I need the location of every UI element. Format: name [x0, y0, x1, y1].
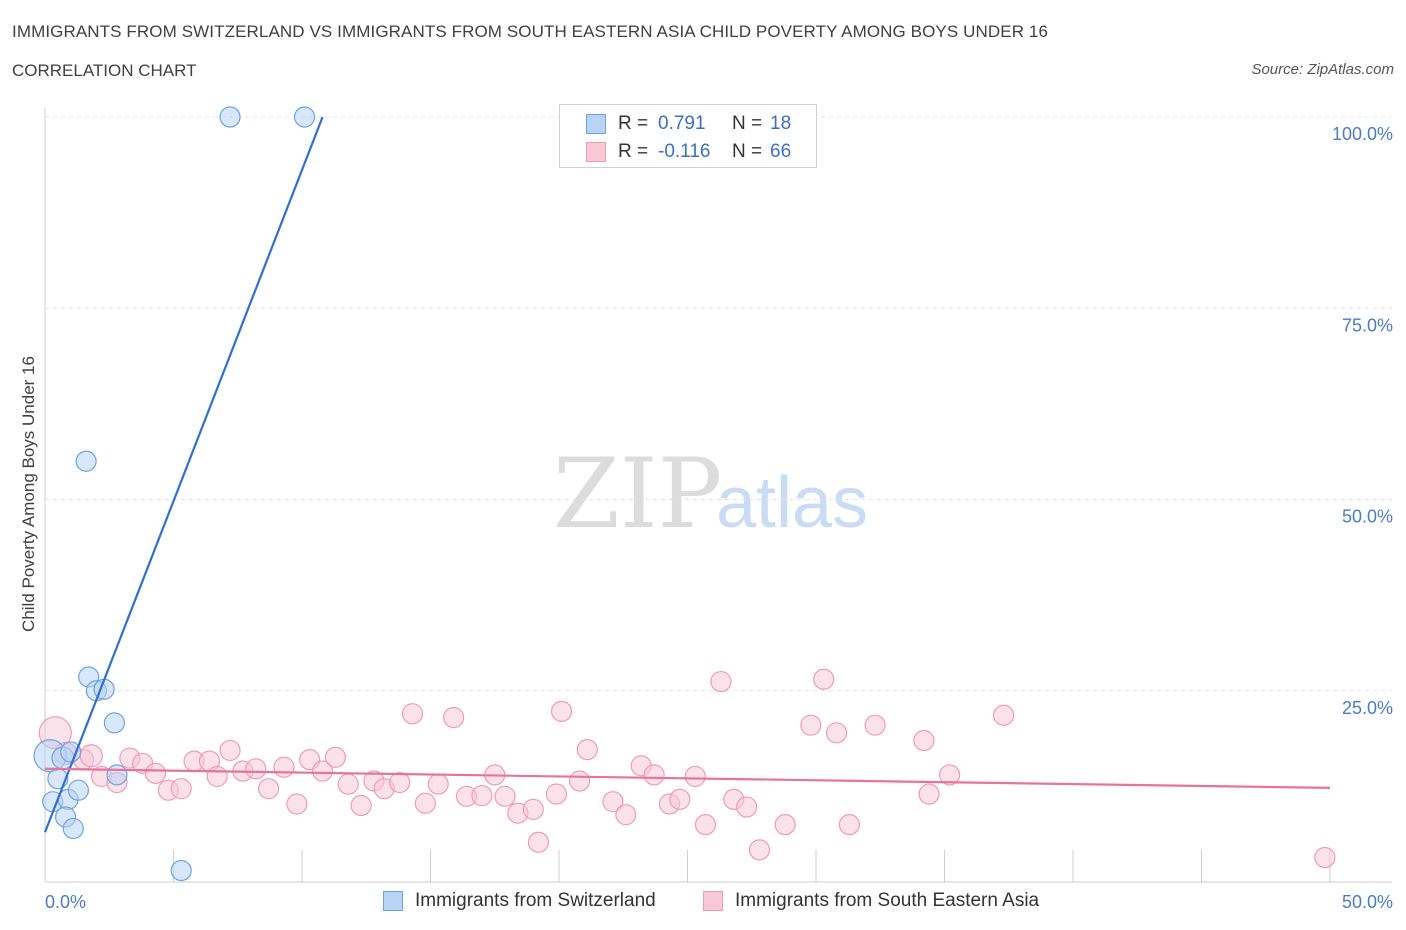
point-se-asia [324, 746, 347, 768]
chart-title: IMMIGRANTS FROM SWITZERLAND VS IMMIGRANT… [12, 22, 1049, 41]
watermark-zip: ZIP [553, 438, 722, 550]
point-se-asia [825, 722, 848, 744]
point-se-asia [443, 706, 465, 729]
y-tick-label: 25.0% [1342, 698, 1393, 718]
point-se-asia [427, 773, 449, 795]
point-se-asia [669, 788, 691, 810]
point-se-asia [389, 771, 411, 794]
point-se-asia [864, 714, 886, 736]
point-se-asia [838, 814, 861, 836]
point-switzerland [62, 817, 84, 840]
x-tick-label-max: 50.0% [1342, 892, 1393, 912]
grid [45, 116, 1392, 692]
point-se-asia [550, 700, 573, 723]
point-switzerland [219, 106, 241, 128]
watermark: ZIP atlas [553, 438, 868, 550]
point-se-asia [206, 765, 228, 788]
point-se-asia [710, 670, 732, 693]
point-se-asia [471, 784, 493, 807]
point-se-asia [527, 831, 550, 853]
point-se-asia [993, 704, 1015, 726]
legend-swatch-switzerland [586, 114, 606, 134]
legend-n-value: 66 [770, 141, 792, 162]
point-switzerland [293, 106, 316, 128]
legend-n-label: N = [732, 141, 763, 162]
legend-swatch-se-asia [586, 142, 606, 162]
point-se-asia [913, 729, 935, 752]
point-se-asia [522, 798, 544, 820]
data-points [33, 106, 1336, 882]
point-se-asia [257, 778, 280, 800]
point-se-asia [568, 770, 591, 792]
legend-n-value: 18 [770, 113, 792, 134]
point-se-asia [813, 668, 835, 690]
point-se-asia [401, 703, 424, 725]
point-se-asia [311, 760, 334, 782]
point-se-asia [800, 714, 822, 736]
point-se-asia [545, 783, 568, 805]
trend-line-switzerland [43, 116, 324, 833]
legend-r-value: -0.116 [658, 141, 711, 162]
point-se-asia [576, 739, 598, 761]
legend-r-label: R = [618, 141, 649, 162]
y-tick-label: 50.0% [1342, 507, 1393, 527]
point-se-asia [684, 765, 706, 788]
trend-line-se-asia [44, 767, 1331, 790]
point-se-asia [144, 762, 167, 784]
point-se-asia [245, 758, 267, 780]
y-tick-label: 100.0% [1332, 124, 1393, 144]
chart-source: Source: ZipAtlas.com [1251, 61, 1394, 78]
point-se-asia [939, 764, 961, 786]
point-se-asia [694, 814, 717, 836]
bottom-legend-label-se-asia: Immigrants from South Eastern Asia [735, 890, 1040, 911]
point-switzerland [170, 859, 192, 882]
tick-labels: 25.0% 50.0% 75.0% 100.0% 0.0% 50.0% [45, 124, 1393, 912]
point-se-asia [170, 778, 192, 800]
bottom-legend-swatch-se-asia [703, 891, 723, 911]
point-se-asia [1314, 846, 1336, 869]
legend-r-label: R = [618, 113, 649, 134]
point-se-asia [774, 814, 796, 836]
legend-n-label: N = [732, 113, 763, 134]
point-se-asia [602, 791, 624, 813]
point-switzerland [75, 450, 97, 472]
x-tick-label-min: 0.0% [45, 892, 86, 912]
correlation-legend: R = 0.791 N = 18 R = -0.116 N = 66 [559, 104, 817, 168]
point-se-asia [79, 744, 103, 768]
point-switzerland [103, 712, 125, 734]
point-switzerland [106, 764, 128, 786]
point-se-asia [918, 783, 940, 805]
point-se-asia [273, 756, 295, 778]
chart-subtitle: CORRELATION CHART [12, 61, 197, 80]
y-axis-label: Child Poverty Among Boys Under 16 [19, 356, 38, 632]
trend-lines [43, 116, 1331, 833]
point-se-asia [219, 739, 241, 762]
point-switzerland [60, 741, 82, 763]
point-se-asia [615, 804, 637, 826]
point-se-asia [643, 764, 665, 786]
point-se-asia [337, 773, 359, 795]
point-se-asia [736, 796, 758, 818]
point-se-asia [748, 839, 771, 861]
point-switzerland [67, 779, 90, 801]
point-se-asia [286, 793, 308, 815]
y-tick-label: 75.0% [1342, 315, 1393, 335]
legend-r-value: 0.791 [658, 113, 706, 134]
point-se-asia [350, 794, 372, 817]
bottom-legend-label-switzerland: Immigrants from Switzerland [415, 890, 656, 911]
bottom-legend-swatch-switzerland [383, 891, 403, 911]
watermark-atlas: atlas [716, 463, 868, 543]
point-se-asia [494, 785, 516, 807]
point-se-asia [414, 792, 436, 814]
